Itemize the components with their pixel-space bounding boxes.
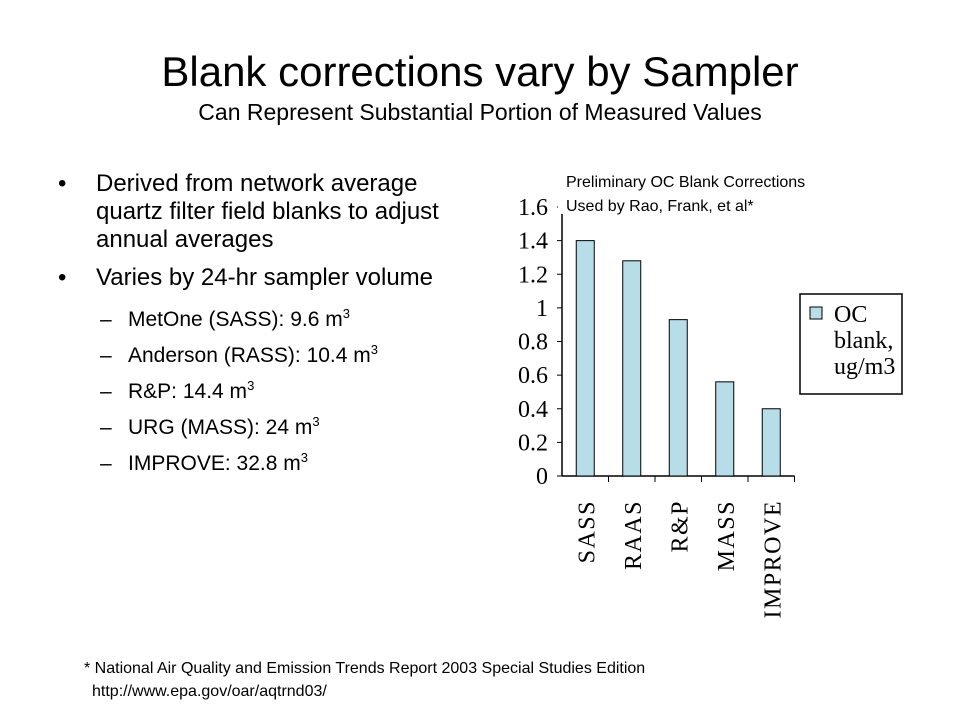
x-tick-label: RAAS [621,500,647,570]
dash-icon: – [100,308,112,331]
sub-bullet-text: Anderson (RASS): 10.4 m [128,344,371,367]
y-tick-label: 1 [536,296,548,322]
sub-bullet-text: IMPROVE: 32.8 m [128,452,301,475]
bullet-item: • Derived from network average quartz fil… [58,170,478,254]
bullet-text: Varies by 24-hr sampler volume [96,264,434,291]
x-tick-label: SASS [574,500,600,563]
superscript: 3 [370,342,379,357]
superscript: 3 [300,450,308,465]
chart-title: Preliminary OC Blank Corrections [566,174,805,191]
sub-bullet-text: MetOne (SASS): 9.6 m [128,308,343,331]
y-tick-label: 1.4 [518,229,548,255]
y-tick-label: 0.2 [518,430,548,456]
sub-bullet-list: – MetOne (SASS): 9.6 m3– Anderson (RASS): … [100,302,478,482]
footnote-url: http://www.epa.gov/oar/aqtrnd03/ [92,683,327,700]
sub-bullet-item: – MetOne (SASS): 9.6 m3 [100,302,478,338]
footnote: * National Air Quality and Emission Tren… [84,657,645,703]
chart-title: Used by Rao, Frank, et al* [566,198,754,215]
legend-label: blank, [834,328,893,354]
legend-label: ug/m3 [834,354,895,380]
y-tick-label: 0.4 [518,397,548,423]
x-tick-label: IMPROVE [760,500,786,619]
y-tick-label: 0 [536,464,548,490]
sub-bullet-text: R&P: 14.4 m [128,380,248,403]
superscript: 3 [312,414,320,429]
superscript: 3 [342,306,350,321]
y-tick-label: 0.6 [518,363,548,389]
x-tick-label: R&P [667,500,693,553]
y-tick-label: 1.6 [518,195,548,221]
bullet-item: • Varies by 24-hr sampler volume [58,264,478,292]
sub-bullet-text: URG (MASS): 24 m [128,416,313,439]
slide-subtitle: Can Represent Substantial Portion of Mea… [198,99,762,125]
chart-title-background [558,166,858,214]
footnote-citation: * National Air Quality and Emission Tren… [84,660,646,677]
bar [761,408,781,477]
bullet-dot-icon: • [58,264,67,291]
bullet-text: Derived from network average quartz filt… [96,170,439,253]
y-tick-label: 1.2 [518,262,548,288]
y-tick-label: 0.8 [518,330,548,356]
sub-bullet-item: – R&P: 14.4 m3 [100,374,478,410]
dash-icon: – [100,380,112,403]
legend-swatch [809,306,823,320]
bullet-list: • Derived from network average quartz fil… [58,170,478,482]
sub-bullet-item: – IMPROVE: 32.8 m3 [100,446,478,482]
dash-icon: – [100,452,112,475]
bullet-dot-icon: • [58,170,67,197]
dash-icon: – [100,344,112,367]
bar [668,319,688,477]
sub-bullet-item: – URG (MASS): 24 m3 [100,410,478,446]
legend-label: OC [834,302,867,328]
bar [715,381,735,477]
sub-bullet-item: – Anderson (RASS): 10.4 m3 [100,338,478,374]
bar [622,260,642,477]
slide-title: Blank corrections vary by Sampler [161,48,799,95]
bar [575,240,595,477]
x-tick-label: MASS [714,500,740,571]
dash-icon: – [100,416,112,439]
superscript: 3 [247,378,255,393]
